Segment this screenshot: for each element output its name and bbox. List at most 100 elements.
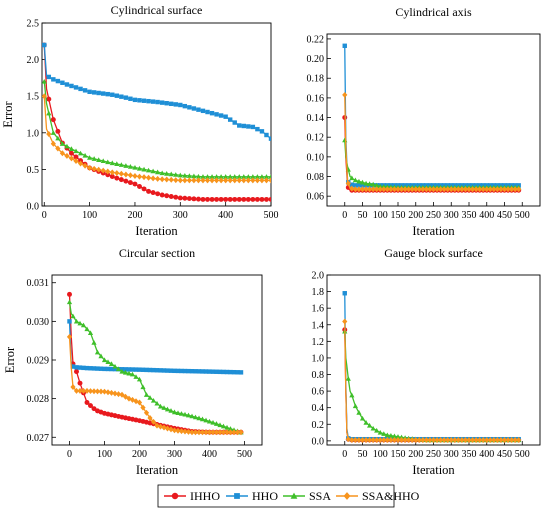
- data-point: [98, 366, 104, 371]
- data-point: [395, 434, 401, 439]
- data-point: [196, 369, 202, 374]
- data-point: [232, 196, 238, 202]
- data-point: [395, 437, 401, 444]
- data-point: [213, 421, 220, 426]
- data-point: [209, 196, 215, 202]
- data-point: [173, 194, 179, 200]
- data-point: [218, 174, 224, 179]
- data-point: [250, 177, 256, 184]
- x-tick-label: 400: [218, 210, 233, 221]
- data-point: [196, 415, 202, 421]
- series-line-ssa-hho: [344, 94, 519, 190]
- data-point: [68, 146, 75, 151]
- data-point: [189, 429, 195, 436]
- data-point: [127, 172, 134, 179]
- data-point: [114, 93, 120, 98]
- x-tick-label: 200: [408, 449, 423, 460]
- data-point: [87, 164, 93, 171]
- data-point: [186, 177, 192, 184]
- data-point: [164, 425, 171, 432]
- data-point: [367, 422, 373, 428]
- data-point: [209, 110, 215, 116]
- data-point: [55, 135, 61, 141]
- data-point: [459, 186, 465, 193]
- data-point: [413, 437, 419, 444]
- data-point: [119, 391, 125, 398]
- data-point: [352, 177, 358, 183]
- data-point: [381, 437, 387, 444]
- data-point: [164, 193, 170, 199]
- data-point: [168, 426, 174, 433]
- data-point: [342, 43, 347, 49]
- data-point: [250, 124, 256, 130]
- data-point: [200, 174, 206, 179]
- data-point: [359, 179, 366, 185]
- data-point: [100, 167, 106, 174]
- data-point: [223, 177, 229, 184]
- y-tick-label: 1.4: [312, 320, 325, 331]
- data-point: [136, 165, 143, 171]
- series-group: [42, 42, 271, 202]
- data-point: [227, 429, 234, 436]
- data-point: [114, 175, 120, 181]
- legend-entry: SSA&HHO: [336, 489, 420, 503]
- data-point: [420, 186, 426, 193]
- data-point: [469, 186, 476, 193]
- legend-label: SSA: [309, 489, 331, 503]
- data-point: [224, 424, 230, 430]
- data-point: [185, 428, 192, 435]
- data-point: [168, 408, 174, 413]
- data-point: [345, 376, 351, 381]
- data-point: [137, 367, 142, 372]
- data-point: [342, 318, 348, 325]
- y-tick-label: 1.0: [312, 353, 325, 364]
- chart-panel-3: Circular section 0 100 200 300 400 500 Iteratio…: [3, 246, 263, 477]
- series-line-ihho: [344, 329, 519, 441]
- data-point: [480, 186, 486, 193]
- data-point: [74, 365, 79, 370]
- plot-frame: [51, 274, 263, 446]
- data-point: [67, 319, 72, 324]
- data-point: [145, 167, 152, 173]
- data-point: [157, 403, 164, 409]
- series-group: [66, 291, 244, 436]
- data-point: [154, 422, 160, 429]
- data-point: [466, 186, 472, 193]
- data-point: [235, 370, 240, 375]
- data-point: [217, 429, 223, 436]
- y-axis-label: Error: [1, 100, 15, 127]
- data-point: [147, 414, 153, 421]
- data-point: [67, 291, 72, 297]
- legend-label: SSA&HHO: [362, 489, 420, 503]
- data-point: [231, 369, 237, 375]
- data-point: [445, 186, 451, 193]
- data-point: [154, 368, 160, 373]
- data-point: [98, 388, 104, 395]
- data-point: [189, 413, 195, 419]
- data-point: [381, 186, 387, 193]
- data-point: [150, 175, 156, 182]
- data-point: [259, 129, 265, 134]
- data-point: [46, 96, 52, 102]
- data-point: [349, 437, 355, 444]
- legend-entry: IHHO: [164, 489, 220, 503]
- data-point: [413, 186, 419, 193]
- data-point: [227, 117, 233, 122]
- data-point: [430, 186, 437, 193]
- data-point: [147, 367, 153, 373]
- data-point: [501, 437, 508, 444]
- data-point: [50, 117, 56, 123]
- x-tick-label: 400: [479, 210, 494, 221]
- data-point: [55, 128, 61, 134]
- x-tick-label: 300: [173, 210, 188, 221]
- data-point: [218, 196, 224, 202]
- data-point: [70, 364, 76, 369]
- data-point: [200, 369, 205, 374]
- data-point: [105, 159, 111, 165]
- data-point: [101, 388, 108, 395]
- y-tick-label: 0.18: [307, 74, 325, 85]
- data-point: [96, 157, 102, 162]
- data-point: [218, 113, 224, 118]
- data-point: [73, 387, 80, 394]
- data-point: [42, 78, 47, 84]
